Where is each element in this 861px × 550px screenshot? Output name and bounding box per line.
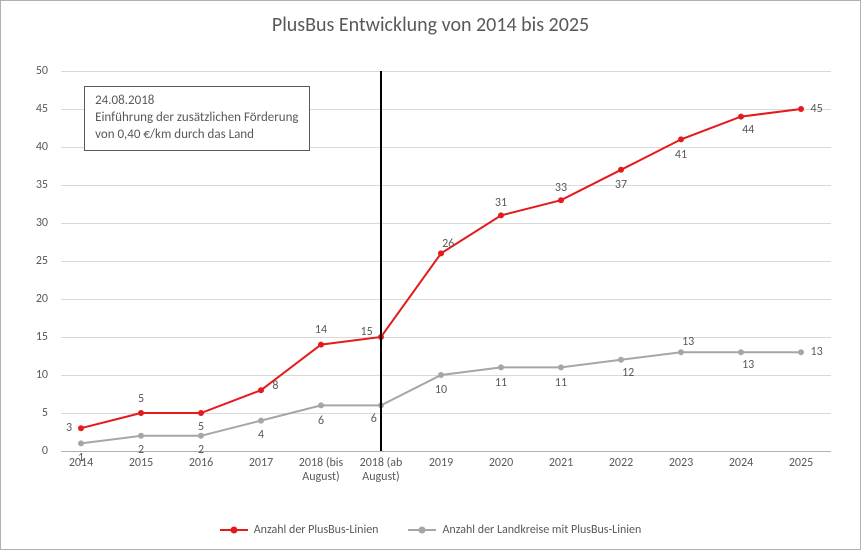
series-marker [318, 402, 324, 408]
data-label: 26 [442, 237, 454, 251]
x-tick-label: 2022 [591, 456, 651, 470]
series-line-1 [81, 352, 801, 443]
event-divider-line [380, 71, 382, 451]
x-tick-label: 2015 [111, 456, 171, 470]
y-tick-label: 50 [36, 64, 48, 78]
y-tick-label: 10 [36, 368, 48, 382]
series-marker [258, 418, 264, 424]
data-label: 11 [495, 376, 507, 390]
data-label: 13 [811, 345, 823, 359]
series-marker [618, 167, 624, 173]
series-marker [198, 410, 204, 416]
x-tick-label: 2019 [411, 456, 471, 470]
series-marker [678, 349, 684, 355]
data-label: 5 [198, 420, 204, 434]
data-label: 10 [435, 383, 447, 397]
data-label: 33 [555, 181, 567, 195]
series-marker [498, 212, 504, 218]
y-tick-label: 15 [36, 330, 48, 344]
series-marker [678, 136, 684, 142]
series-marker [558, 197, 564, 203]
series-marker [618, 357, 624, 363]
legend-marker-red [220, 529, 248, 531]
series-marker [438, 372, 444, 378]
data-label: 13 [682, 335, 694, 349]
x-tick-label: 2023 [651, 456, 711, 470]
data-label: 44 [742, 123, 754, 137]
legend: Anzahl der PlusBus-Linien Anzahl der Lan… [1, 523, 860, 537]
x-tick-label: 2017 [231, 456, 291, 470]
x-tick-label: 2024 [711, 456, 771, 470]
data-label: 14 [315, 323, 327, 337]
x-tick-label: 2020 [471, 456, 531, 470]
series-marker [438, 250, 444, 256]
data-label: 15 [361, 325, 373, 339]
y-tick-label: 0 [42, 444, 48, 458]
series-marker [498, 364, 504, 370]
x-tick-label: 2018 (abAugust) [351, 456, 411, 485]
data-label: 11 [555, 376, 567, 390]
y-tick-label: 5 [42, 406, 48, 420]
y-axis-labels: 05101520253035404550 [1, 71, 56, 451]
data-label: 41 [675, 148, 687, 162]
y-tick-label: 45 [36, 102, 48, 116]
series-marker [138, 410, 144, 416]
x-tick-label: 2016 [171, 456, 231, 470]
annotation-line2: Einführung der zusätzlichen Förderung [95, 110, 298, 127]
series-marker [558, 364, 564, 370]
data-label: 5 [138, 392, 144, 406]
x-tick-label: 2025 [771, 456, 831, 470]
annotation-line3: von 0,40 €/km durch das Land [95, 127, 298, 144]
y-tick-label: 40 [36, 140, 48, 154]
y-tick-label: 30 [36, 216, 48, 230]
data-label: 6 [371, 412, 377, 426]
chart-title: PlusBus Entwicklung von 2014 bis 2025 [1, 1, 860, 37]
y-tick-label: 35 [36, 178, 48, 192]
y-tick-label: 25 [36, 254, 48, 268]
data-label: 3 [66, 421, 72, 435]
data-label: 2 [138, 443, 144, 457]
series-marker [798, 106, 804, 112]
data-label: 12 [622, 366, 634, 380]
series-marker [738, 114, 744, 120]
data-label: 1 [78, 451, 84, 465]
legend-label-2: Anzahl der Landkreise mit PlusBus-Linien [442, 523, 641, 537]
legend-item-landkreise: Anzahl der Landkreise mit PlusBus-Linien [408, 523, 641, 537]
series-marker [738, 349, 744, 355]
data-label: 45 [811, 102, 823, 116]
series-marker [138, 433, 144, 439]
data-label: 13 [742, 358, 754, 372]
data-label: 8 [272, 379, 278, 393]
data-label: 37 [615, 178, 627, 192]
legend-label-1: Anzahl der PlusBus-Linien [254, 523, 379, 537]
plot-area: 24.08.2018Einführung der zusätzlichen Fö… [61, 71, 831, 451]
chart-container: PlusBus Entwicklung von 2014 bis 2025 0 5… [0, 0, 861, 550]
legend-marker-gray [408, 529, 436, 531]
series-line-0 [81, 109, 801, 428]
x-axis-line [61, 451, 831, 452]
series-marker [258, 387, 264, 393]
data-label: 2 [198, 443, 204, 457]
legend-item-plusbus-lines: Anzahl der PlusBus-Linien [220, 523, 379, 537]
series-marker [78, 440, 84, 446]
y-tick-label: 20 [36, 292, 48, 306]
x-tick-label: 2021 [531, 456, 591, 470]
series-marker [798, 349, 804, 355]
x-tick-label: 2018 (bisAugust) [291, 456, 351, 485]
data-label: 31 [495, 196, 507, 210]
series-marker [318, 342, 324, 348]
annotation-line1: 24.08.2018 [95, 93, 298, 110]
data-label: 6 [318, 414, 324, 428]
annotation-box: 24.08.2018Einführung der zusätzlichen Fö… [84, 86, 309, 151]
data-label: 4 [258, 428, 264, 442]
series-marker [78, 425, 84, 431]
